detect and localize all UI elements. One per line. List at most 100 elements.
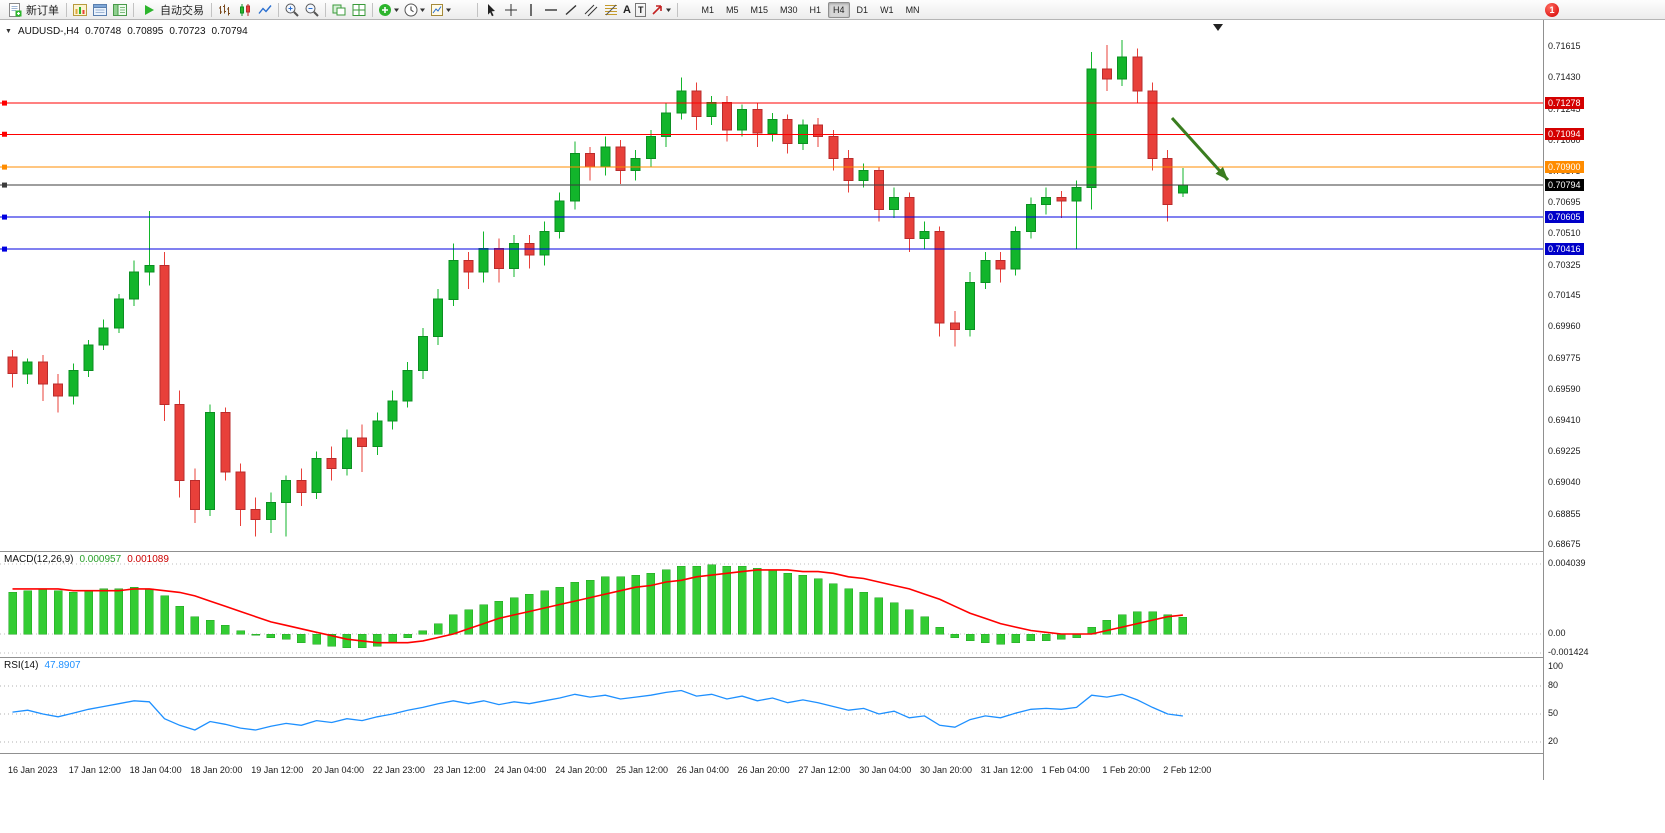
macd-signal-value: 0.001089 [127,554,169,565]
price-line-label: 0.70794 [1545,179,1584,192]
crosshair-tool-button[interactable] [501,1,521,19]
rsi-axis-label: 100 [1548,661,1564,671]
bar-chart-mode-button[interactable] [215,1,235,19]
timeframe-button-h1[interactable]: H1 [809,4,822,15]
rsi-label: RSI(14) 47.8907 [4,660,81,671]
price-axis[interactable]: 0.716150.714300.712450.710600.708750.706… [1543,20,1665,780]
channel-tool-button[interactable] [581,1,601,19]
navigator-button[interactable] [110,1,130,19]
time-axis-label: 24 Jan 20:00 [555,765,608,775]
collapse-triangle-icon[interactable]: ▼ [5,28,12,35]
toolbar-separator [66,2,67,17]
macd-label: MACD(12,26,9) 0.000957 0.001089 [4,554,169,565]
zoom-out-icon [305,3,319,17]
ohlc-high: 0.70895 [127,26,164,37]
candlestick-mode-button[interactable] [235,1,255,19]
indicators-dropdown-button[interactable] [376,1,402,19]
fibonacci-tool-button[interactable] [601,1,621,19]
data-window-button[interactable] [90,1,110,19]
time-axis-label: 2 Feb 12:00 [1163,765,1212,775]
vertical-line-tool-button[interactable] [521,1,541,19]
macd-canvas[interactable] [0,552,1543,657]
time-axis-label: 18 Jan 04:00 [129,765,182,775]
market-watch-icon [73,3,87,16]
price-line-label: 0.71278 [1545,97,1584,110]
indicators-plus-icon [379,3,399,16]
price-axis-label: 0.70695 [1548,196,1581,207]
timeframe-button-m5[interactable]: M5 [725,4,739,15]
label-tool-icon: T [634,2,647,17]
toolbar-separator [325,2,326,17]
price-axis-label: 0.70510 [1548,228,1581,239]
chart-shift-button[interactable] [349,1,369,19]
time-axis-label: 1 Feb 04:00 [1041,765,1090,775]
chart-shift-icon [352,3,366,16]
time-axis-label: 26 Jan 20:00 [737,765,790,775]
zoom-in-icon [285,3,299,17]
cursor-tool-button[interactable] [481,1,501,19]
timeframe-button-h4[interactable]: H4 [828,1,850,18]
ohlc-open: 0.70748 [85,26,122,37]
cursor-icon [488,3,495,16]
rsi-value: 47.8907 [44,660,81,671]
toolbar-separator [278,2,279,17]
data-window-icon [93,3,107,16]
macd-main-value: 0.000957 [79,554,122,565]
timeframe-button-m30[interactable]: M30 [780,4,798,15]
timeframe-button-w1[interactable]: W1 [880,4,894,15]
main-chart-panel[interactable]: ▼ AUDUSD-,H4 0.70748 0.70895 0.70723 0.7… [0,20,1543,551]
toolbar-separator [133,2,134,17]
price-line-label: 0.70900 [1545,161,1584,174]
timeframe-button-m15[interactable]: M15 [750,4,768,15]
auto-scroll-icon [332,4,346,15]
notification-badge[interactable]: 1 [1545,3,1559,17]
timeframe-button-m1[interactable]: M1 [701,4,714,15]
toolbar: 新订单 [0,0,1665,20]
main-chart-canvas[interactable] [0,20,1543,551]
rsi-canvas[interactable] [0,658,1543,753]
rsi-panel[interactable]: RSI(14) 47.8907 [0,657,1543,753]
new-order-button[interactable]: 新订单 [3,1,63,19]
time-axis-label: 18 Jan 20:00 [190,765,243,775]
auto-scroll-button[interactable] [329,1,349,19]
bar-chart-icon [219,4,230,15]
autotrading-label: 自动交易 [160,4,204,17]
templates-dropdown-button[interactable] [428,1,454,19]
macd-panel[interactable]: MACD(12,26,9) 0.000957 0.001089 [0,551,1543,657]
time-axis-label: 27 Jan 12:00 [798,765,851,775]
price-axis-label: 0.69040 [1548,477,1581,488]
macd-axis-label: 0.004039 [1548,558,1586,568]
market-watch-button[interactable] [70,1,90,19]
macd-axis-label: 0.00 [1548,628,1566,638]
timeframe-button-d1[interactable]: D1 [856,4,869,15]
price-line-label: 0.70605 [1545,211,1584,224]
toolbar-separator [372,2,373,17]
periods-dropdown-button[interactable] [402,1,428,19]
rsi-axis-label: 50 [1548,708,1559,718]
new-order-icon [9,2,22,17]
time-axis-label: 23 Jan 12:00 [433,765,486,775]
timeframe-group: M1 M5 M15 M30 H1 H4 D1 W1 MN [695,1,925,18]
template-icon [431,3,451,16]
autotrading-button[interactable]: 自动交易 [137,1,208,19]
toolbar-separator [211,2,212,17]
candlestick-chart-icon [240,3,250,16]
line-chart-mode-button[interactable] [255,1,275,19]
chart-header: ▼ AUDUSD-,H4 0.70748 0.70895 0.70723 0.7… [5,26,248,37]
time-axis-label: 24 Jan 04:00 [494,765,547,775]
price-axis-label: 0.69960 [1548,321,1581,332]
text-tool-button[interactable]: A [621,1,633,19]
label-tool-button[interactable]: T [633,1,649,19]
arrows-dropdown-button[interactable] [648,1,674,19]
zoom-out-button[interactable] [302,1,322,19]
macd-axis-label: -0.001424 [1548,647,1589,657]
price-axis-label: 0.69225 [1548,445,1581,456]
macd-name: MACD(12,26,9) [4,554,74,565]
timeframe-button-mn[interactable]: MN [905,4,920,15]
trendline-tool-button[interactable] [561,1,581,19]
time-axis[interactable]: 16 Jan 2023 17 Jan 12:00 18 Jan 04:00 18 Ja… [0,753,1543,780]
vertical-line-icon [530,3,532,16]
zoom-in-button[interactable] [282,1,302,19]
horizontal-line-tool-button[interactable] [541,1,561,19]
